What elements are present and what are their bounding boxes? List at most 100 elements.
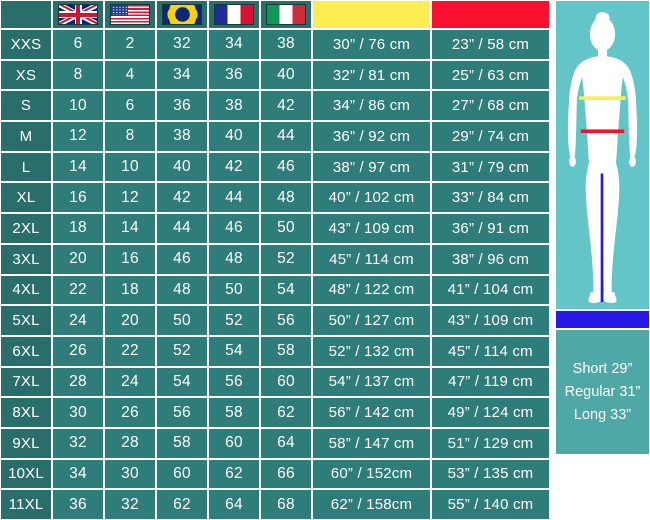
- uk-size-cell: 18: [52, 213, 104, 244]
- eu-size-cell: 50: [156, 305, 208, 336]
- uk-size-cell: 12: [52, 121, 104, 152]
- eu-flag-icon: [162, 4, 202, 25]
- uk-size-cell: 28: [52, 366, 104, 398]
- fr-size-cell: 58: [208, 397, 260, 428]
- fr-size-cell: 38: [208, 90, 260, 122]
- size-label-cell: 3XL: [0, 243, 52, 275]
- us-flag-icon: [110, 4, 150, 25]
- waist-measure-cell: 51” / 129 cm: [431, 427, 550, 459]
- size-label-cell: 11XL: [0, 489, 52, 520]
- us-size-cell: 28: [104, 427, 156, 459]
- side-panel: Short 29” Regular 31” Long 33”: [555, 0, 650, 455]
- female-body-silhouette: [567, 12, 638, 303]
- it-size-cell: 44: [260, 121, 312, 152]
- us-size-cell: 2: [104, 29, 156, 60]
- uk-size-cell: 26: [52, 335, 104, 367]
- waist-measure-cell: 45” / 114 cm: [431, 335, 550, 367]
- bust-measure-cell: 30” / 76 cm: [312, 29, 431, 60]
- waist-measure-cell: 53” / 135 cm: [431, 458, 550, 490]
- it-size-cell: 56: [260, 305, 312, 336]
- table-row: S 10 6 36 38 42 34” / 86 cm 27” / 68 cm: [0, 90, 555, 122]
- inseam-option-regular: Regular 31”: [564, 384, 641, 400]
- it-size-cell: 62: [260, 397, 312, 428]
- us-size-cell: 32: [104, 489, 156, 520]
- bust-measure-cell: 54” / 137 cm: [312, 366, 431, 398]
- eu-size-cell: 34: [156, 59, 208, 91]
- size-label-cell: 9XL: [0, 427, 52, 459]
- fr-size-cell: 56: [208, 366, 260, 398]
- inseam-option-short: Short 29”: [572, 361, 633, 377]
- it-size-cell: 66: [260, 458, 312, 490]
- waist-measure-cell: 36” / 91 cm: [431, 213, 550, 244]
- bust-measure-cell: 36” / 92 cm: [312, 121, 431, 152]
- table-row: XXS 6 2 32 34 38 30” / 76 cm 23” / 58 cm: [0, 29, 555, 60]
- uk-size-cell: 8: [52, 59, 104, 91]
- eu-flag-header: [156, 0, 208, 29]
- it-size-cell: 40: [260, 59, 312, 91]
- italy-flag-icon: [266, 4, 306, 25]
- size-label-cell: XXS: [0, 29, 52, 60]
- bust-measure-cell: 34” / 86 cm: [312, 90, 431, 122]
- uk-flag-icon: [58, 4, 98, 25]
- table-row: 9XL 32 28 58 60 64 58” / 147 cm 51” / 129 cm: [0, 427, 555, 459]
- bust-measure-cell: 40” / 102 cm: [312, 182, 431, 214]
- it-size-cell: 58: [260, 335, 312, 367]
- us-size-cell: 8: [104, 121, 156, 152]
- uk-size-cell: 20: [52, 243, 104, 275]
- fr-size-cell: 60: [208, 427, 260, 459]
- waist-measure-line: [580, 129, 625, 134]
- bust-measure-cell: 56” / 142 cm: [312, 397, 431, 428]
- waist-measure-cell: 31” / 79 cm: [431, 151, 550, 183]
- waist-measure-cell: 38” / 96 cm: [431, 243, 550, 275]
- eu-size-cell: 32: [156, 29, 208, 60]
- waist-measure-cell: 29” / 74 cm: [431, 121, 550, 152]
- size-label-cell: 10XL: [0, 458, 52, 490]
- table-row: 8XL 30 26 56 58 62 56” / 142 cm 49” / 124 cm: [0, 397, 555, 428]
- waist-measure-cell: 41” / 104 cm: [431, 274, 550, 306]
- uk-size-cell: 14: [52, 151, 104, 183]
- it-size-cell: 68: [260, 489, 312, 520]
- waist-header: [431, 0, 550, 29]
- fr-size-cell: 44: [208, 182, 260, 214]
- size-label-cell: XS: [0, 59, 52, 91]
- fr-size-cell: 46: [208, 213, 260, 244]
- bust-measure-cell: 48” / 122 cm: [312, 274, 431, 306]
- bust-header: [312, 0, 431, 29]
- uk-size-cell: 32: [52, 427, 104, 459]
- eu-size-cell: 60: [156, 458, 208, 490]
- uk-flag-header: [52, 0, 104, 29]
- fr-size-cell: 34: [208, 29, 260, 60]
- inseam-legend: Short 29” Regular 31” Long 33”: [555, 329, 650, 455]
- table-row: 2XL 18 14 44 46 50 43” / 109 cm 36” / 91 cm: [0, 213, 555, 244]
- size-label-cell: 4XL: [0, 274, 52, 306]
- it-size-cell: 64: [260, 427, 312, 459]
- eu-size-cell: 40: [156, 151, 208, 183]
- waist-measure-cell: 47” / 119 cm: [431, 366, 550, 398]
- it-size-cell: 42: [260, 90, 312, 122]
- table-body: XXS 6 2 32 34 38 30” / 76 cm 23” / 58 cm XS 8 4 34 3…: [0, 29, 555, 520]
- size-label-cell: L: [0, 151, 52, 183]
- uk-size-cell: 24: [52, 305, 104, 336]
- size-label-cell: 2XL: [0, 213, 52, 244]
- eu-size-cell: 56: [156, 397, 208, 428]
- waist-measure-cell: 55” / 140 cm: [431, 489, 550, 520]
- us-size-cell: 16: [104, 243, 156, 275]
- table-row: 5XL 24 20 50 52 56 50” / 127 cm 43” / 109 cm: [0, 305, 555, 336]
- eu-size-cell: 42: [156, 182, 208, 214]
- table-row: 4XL 22 18 48 50 54 48” / 122 cm 41” / 104 cm: [0, 274, 555, 306]
- us-size-cell: 6: [104, 90, 156, 122]
- us-size-cell: 4: [104, 59, 156, 91]
- size-label-cell: M: [0, 121, 52, 152]
- inseam-option-long: Long 33”: [573, 407, 632, 423]
- table-row: M 12 8 38 40 44 36” / 92 cm 29” / 74 cm: [0, 121, 555, 152]
- inseam-color-key: [555, 310, 650, 329]
- table-row: 3XL 20 16 46 48 52 45” / 114 cm 38” / 96 cm: [0, 243, 555, 275]
- size-label-cell: XL: [0, 182, 52, 214]
- eu-size-cell: 38: [156, 121, 208, 152]
- fr-size-cell: 62: [208, 458, 260, 490]
- fr-size-cell: 42: [208, 151, 260, 183]
- it-size-cell: 46: [260, 151, 312, 183]
- uk-size-cell: 36: [52, 489, 104, 520]
- waist-measure-cell: 25” / 63 cm: [431, 59, 550, 91]
